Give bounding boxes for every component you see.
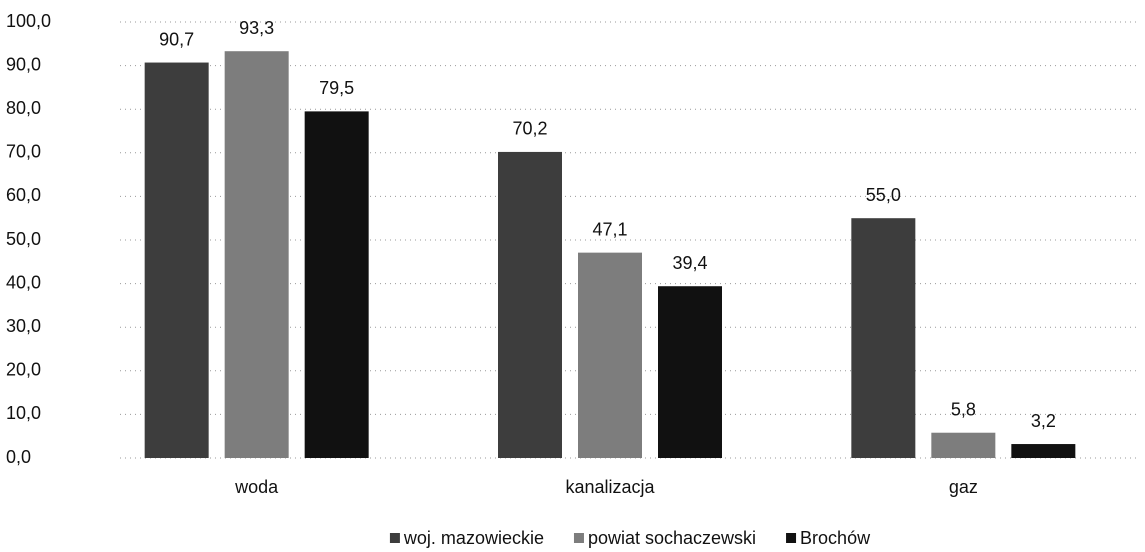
legend-swatch (389, 533, 400, 543)
y-tick-label: 50,0 (6, 229, 41, 249)
x-tick-label: gaz (949, 477, 978, 497)
legend-swatch (786, 533, 797, 543)
value-label: 39,4 (672, 253, 707, 273)
y-tick-label: 60,0 (6, 185, 41, 205)
legend-swatch (573, 533, 584, 543)
x-tick-label: kanalizacja (565, 477, 655, 497)
y-tick-label: 20,0 (6, 360, 41, 380)
value-label: 93,3 (239, 18, 274, 38)
value-label: 90,7 (159, 29, 194, 49)
value-label: 5,8 (951, 399, 976, 419)
bar (851, 218, 916, 458)
y-tick-label: 30,0 (6, 316, 41, 336)
legend-label: woj. mazowieckie (403, 528, 544, 548)
y-tick-label: 90,0 (6, 54, 41, 74)
bar (658, 286, 722, 458)
bar (931, 432, 996, 458)
legend-label: Brochów (800, 528, 871, 548)
x-tick-label: woda (234, 477, 279, 497)
y-tick-label: 80,0 (6, 98, 41, 118)
y-tick-label: 70,0 (6, 142, 41, 162)
value-label: 70,2 (512, 119, 547, 139)
y-tick-label: 40,0 (6, 272, 41, 292)
value-label: 55,0 (866, 185, 901, 205)
y-tick-label: 100,0 (6, 11, 51, 31)
bar (224, 51, 289, 458)
bar (498, 151, 562, 459)
value-label: 79,5 (319, 78, 354, 98)
bar (304, 111, 369, 458)
value-label: 47,1 (592, 219, 627, 239)
value-label: 3,2 (1031, 411, 1056, 431)
y-tick-label: 10,0 (6, 403, 41, 423)
legend-label: powiat sochaczewski (588, 528, 756, 548)
bar (144, 62, 209, 458)
bar (1011, 444, 1076, 458)
y-tick-label: 0,0 (6, 447, 31, 467)
bar (578, 252, 642, 458)
